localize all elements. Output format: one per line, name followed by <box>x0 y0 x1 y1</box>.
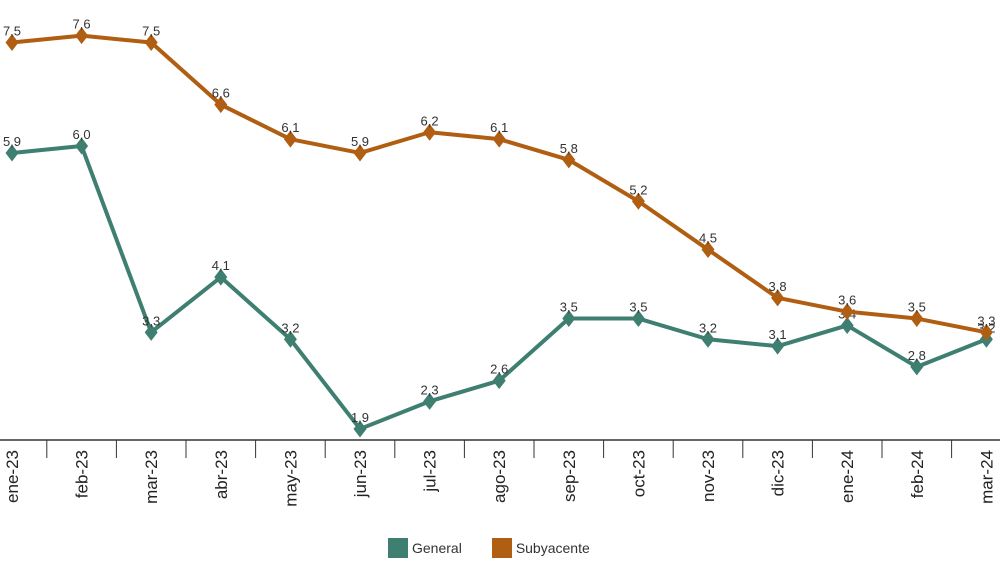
x-tick-label: oct-23 <box>629 450 648 497</box>
legend-item-subyacente[interactable]: Subyacente <box>491 538 590 558</box>
x-tick-label: ene-23 <box>3 450 22 503</box>
data-point-subyacente <box>840 303 854 321</box>
x-tick-label: ene-24 <box>838 450 857 503</box>
data-label-general: 2,3 <box>421 382 439 397</box>
data-point-subyacente <box>979 323 993 341</box>
data-point-general <box>214 268 228 286</box>
data-label-subyacente: 7,5 <box>142 24 160 39</box>
data-point-subyacente <box>5 34 19 52</box>
data-point-subyacente <box>492 130 506 148</box>
data-point-general <box>701 330 715 348</box>
data-label-subyacente: 5,8 <box>560 141 578 156</box>
legend-swatch-subyacente <box>491 538 512 558</box>
data-label-general: 1,9 <box>351 410 369 425</box>
x-tick-label: ago-23 <box>490 450 509 503</box>
data-label-general: 6,0 <box>73 127 91 142</box>
data-point-general <box>492 372 506 390</box>
x-tick-label: dic-23 <box>769 450 788 496</box>
data-point-general <box>144 323 158 341</box>
data-label-general: 2,8 <box>908 348 926 363</box>
data-point-subyacente <box>910 310 924 328</box>
data-point-subyacente <box>353 144 367 162</box>
data-point-subyacente <box>144 34 158 52</box>
x-tick-label: feb-24 <box>908 450 927 498</box>
data-point-general <box>5 144 19 162</box>
data-point-general <box>353 420 367 438</box>
data-point-general <box>75 137 89 155</box>
data-label-general: 2,6 <box>490 362 508 377</box>
data-label-general: 3,5 <box>560 300 578 315</box>
data-label-general: 3,2 <box>699 320 717 335</box>
data-label-subyacente: 3,3 <box>977 313 995 328</box>
data-point-subyacente <box>214 96 228 114</box>
data-point-subyacente <box>283 130 297 148</box>
data-label-general: 3,2 <box>281 320 299 335</box>
x-tick-label: nov-23 <box>699 450 718 502</box>
legend: General Subyacente <box>388 538 620 558</box>
data-label-subyacente: 4,5 <box>699 231 717 246</box>
data-point-subyacente <box>701 241 715 259</box>
x-tick-label: feb-23 <box>73 450 92 498</box>
data-label-subyacente: 7,5 <box>3 24 21 39</box>
data-label-subyacente: 6,2 <box>421 113 439 128</box>
legend-label-general: General <box>412 540 462 556</box>
x-tick-label: mar-23 <box>142 450 161 504</box>
data-label-subyacente: 7,6 <box>73 17 91 32</box>
data-label-subyacente: 6,6 <box>212 86 230 101</box>
legend-item-general[interactable]: General <box>388 538 462 558</box>
data-label-subyacente: 5,2 <box>629 182 647 197</box>
data-point-general <box>840 316 854 334</box>
data-label-general: 4,1 <box>212 258 230 273</box>
data-point-subyacente <box>771 289 785 307</box>
x-tick-label: may-23 <box>281 450 300 507</box>
x-tick-label: jun-23 <box>351 450 370 498</box>
x-tick-label: mar-24 <box>977 450 996 504</box>
data-point-subyacente <box>562 151 576 169</box>
data-label-subyacente: 3,5 <box>908 300 926 315</box>
data-label-general: 5,9 <box>3 134 21 149</box>
x-tick-label: sep-23 <box>560 450 579 502</box>
series-line-subyacente <box>10 33 989 335</box>
data-point-general <box>423 392 437 410</box>
data-point-subyacente <box>423 123 437 141</box>
data-label-subyacente: 6,1 <box>281 120 299 135</box>
data-point-general <box>283 330 297 348</box>
x-tick-label: abr-23 <box>212 450 231 499</box>
data-label-general: 3,3 <box>142 313 160 328</box>
data-label-subyacente: 3,8 <box>769 279 787 294</box>
legend-swatch-general <box>388 538 408 558</box>
data-point-general <box>910 358 924 376</box>
data-point-subyacente <box>631 192 645 210</box>
data-label-general: 3,1 <box>769 327 787 342</box>
x-tick-label: jul-23 <box>421 450 440 493</box>
legend-label-subyacente: Subyacente <box>515 540 590 556</box>
data-point-subyacente <box>75 27 89 45</box>
data-point-general <box>771 337 785 355</box>
data-point-general <box>562 310 576 328</box>
data-label-subyacente: 5,9 <box>351 134 369 149</box>
data-point-general <box>631 310 645 328</box>
data-label-general: 3,5 <box>629 300 647 315</box>
data-label-subyacente: 6,1 <box>490 120 508 135</box>
data-label-subyacente: 3,6 <box>838 293 856 308</box>
